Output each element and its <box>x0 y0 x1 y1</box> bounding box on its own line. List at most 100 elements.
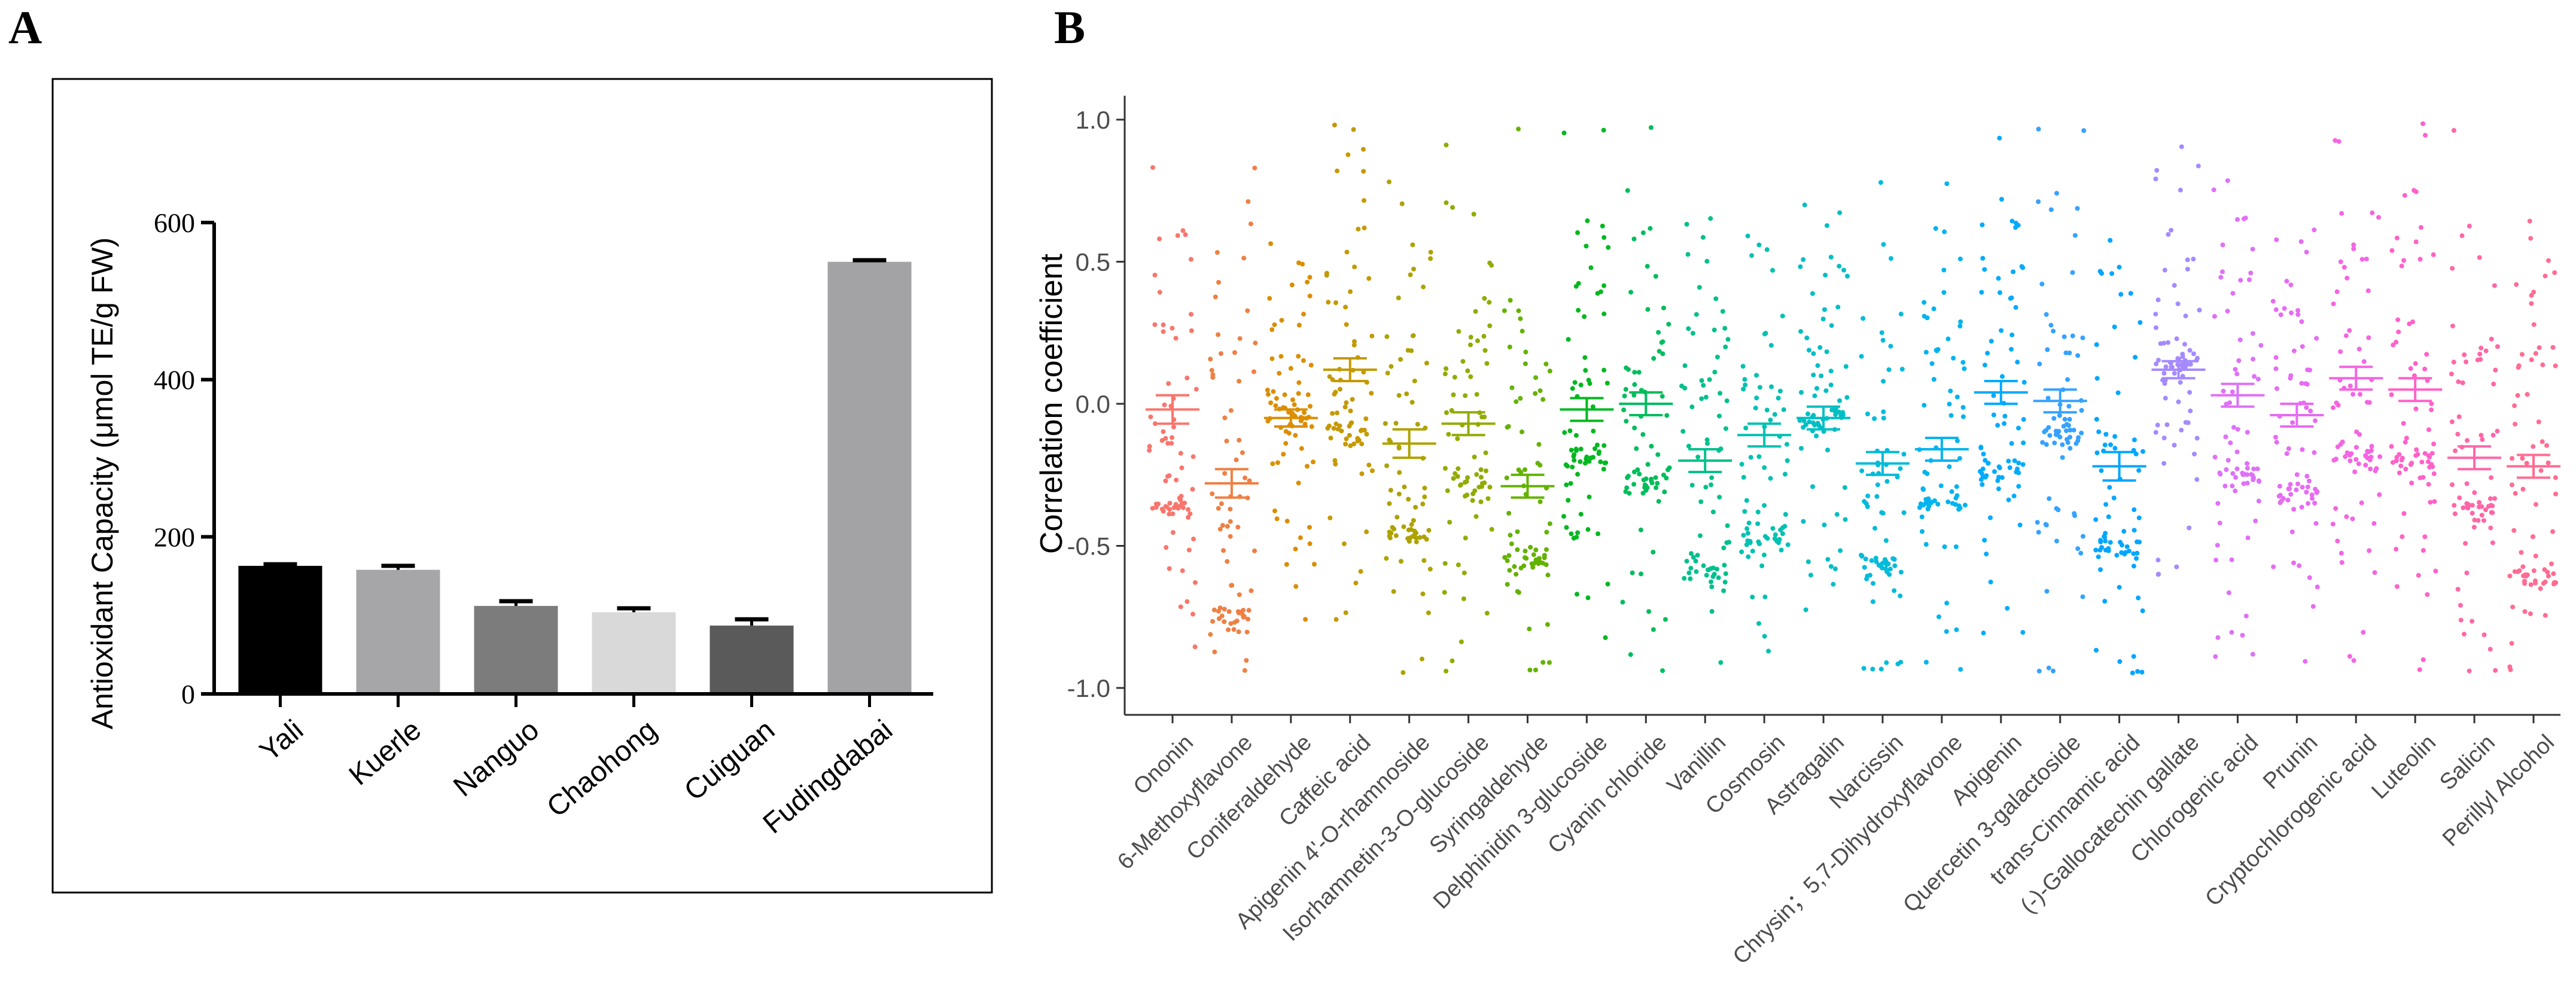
point <box>1710 574 1716 579</box>
point <box>2245 430 2250 435</box>
y-tick-label: 400 <box>154 365 195 395</box>
point <box>2430 464 2435 470</box>
point <box>2217 520 2222 526</box>
bar <box>592 612 676 694</box>
point <box>2185 257 2190 263</box>
point <box>1361 169 1366 174</box>
point <box>1742 509 1747 514</box>
point <box>1797 418 1802 423</box>
point <box>2099 468 2104 473</box>
point <box>1252 548 1257 553</box>
point <box>1888 343 1893 349</box>
point <box>1995 478 2000 483</box>
point <box>1741 532 1746 538</box>
point <box>1999 328 2004 333</box>
point <box>1756 454 1762 459</box>
point <box>2490 540 2495 546</box>
point <box>2304 249 2309 255</box>
point <box>1982 363 1987 368</box>
point-group <box>1265 241 1317 622</box>
point <box>1598 289 1603 294</box>
point <box>2449 419 2455 425</box>
point <box>1981 631 1986 636</box>
point <box>1272 508 1277 514</box>
point <box>2136 595 2141 601</box>
point <box>2313 418 2318 424</box>
point <box>1567 428 1573 434</box>
point <box>1308 363 1314 368</box>
point <box>1487 323 1493 328</box>
point <box>1685 252 1691 257</box>
point <box>1236 629 1241 635</box>
point <box>1333 461 1338 467</box>
point <box>1816 423 1822 428</box>
point <box>2353 456 2359 462</box>
point <box>1268 400 1274 406</box>
point <box>2188 408 2193 413</box>
point <box>2094 416 2099 422</box>
point <box>1299 446 1304 451</box>
point <box>2245 535 2251 541</box>
point <box>1601 127 1606 133</box>
point <box>1645 307 1651 312</box>
point <box>2179 428 2184 433</box>
point <box>1327 515 1333 520</box>
point <box>1424 361 1429 366</box>
point <box>2291 507 2297 512</box>
x-tick-label: Yali <box>254 714 310 768</box>
point <box>2252 374 2257 379</box>
point <box>2169 364 2175 370</box>
point <box>2164 422 2170 427</box>
point <box>1785 542 1791 547</box>
point <box>1624 485 1630 491</box>
point <box>2096 554 2101 559</box>
point <box>1982 537 1987 543</box>
point <box>1218 351 1223 357</box>
point <box>1193 386 1199 392</box>
point <box>1364 431 1369 437</box>
point <box>1766 648 1771 654</box>
point <box>1654 485 1659 491</box>
point <box>1694 569 1699 574</box>
point <box>2286 486 2291 492</box>
point <box>2457 495 2462 501</box>
point <box>1277 371 1282 376</box>
point <box>1398 357 1403 362</box>
point <box>2180 354 2185 360</box>
point <box>1898 659 1904 665</box>
point <box>2225 309 2230 314</box>
point <box>1171 505 1177 510</box>
point <box>1444 142 1449 148</box>
point <box>1189 328 1194 333</box>
point <box>2230 471 2236 476</box>
point <box>1721 588 1727 593</box>
point <box>1542 553 1547 558</box>
point <box>1808 572 1813 578</box>
point <box>1739 462 1744 467</box>
point <box>1296 391 1301 396</box>
point <box>1585 218 1590 224</box>
point <box>1275 460 1280 465</box>
point <box>1870 666 1875 672</box>
point <box>2255 376 2261 382</box>
point <box>2063 350 2069 355</box>
point <box>1898 312 1904 317</box>
point <box>2194 477 2200 482</box>
point <box>1212 649 1217 654</box>
point <box>2467 502 2472 508</box>
point <box>1512 564 1517 569</box>
point <box>2080 534 2085 539</box>
point <box>2036 126 2041 132</box>
point <box>1715 354 1720 360</box>
point <box>1837 398 1842 403</box>
point-group <box>1561 127 1611 640</box>
point <box>1232 620 1237 625</box>
point <box>2303 659 2308 664</box>
point <box>1170 325 1175 331</box>
point <box>2533 351 2538 356</box>
point <box>2455 586 2461 592</box>
point <box>2528 236 2534 241</box>
point <box>1397 470 1402 475</box>
point <box>1356 226 1361 232</box>
